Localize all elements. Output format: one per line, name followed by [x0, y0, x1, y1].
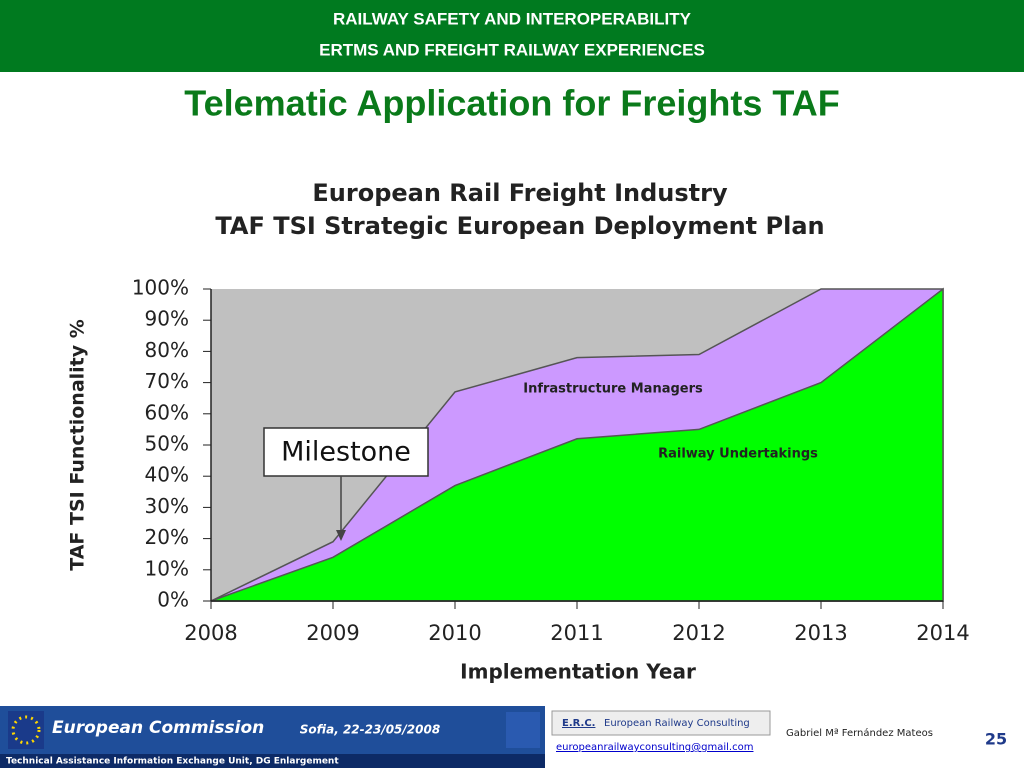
- x-tick-label: 2010: [428, 621, 481, 645]
- y-axis-label: TAF TSI Functionality %: [67, 319, 89, 571]
- y-tick-label: 30%: [145, 494, 189, 518]
- y-tick-label: 60%: [145, 400, 189, 424]
- series-label: Railway Undertakings: [658, 447, 818, 462]
- slide-title: Telematic Application for Freights TAF: [184, 83, 839, 124]
- erc-box: [551, 710, 771, 736]
- x-tick-label: 2012: [672, 621, 725, 645]
- y-tick-label: 0%: [157, 588, 189, 612]
- header-line: ERTMS AND FREIGHT RAILWAY EXPERIENCES: [319, 40, 705, 59]
- annotation-box: [263, 427, 429, 477]
- eu-stars: [11, 715, 41, 745]
- x-axis-label: Implementation Year: [460, 660, 696, 684]
- author: Gabriel Mª Fernández Mateos: [786, 727, 933, 739]
- header-line: RAILWAY SAFETY AND INTEROPERABILITY: [333, 9, 692, 28]
- header-bar: [0, 0, 1024, 72]
- x-tick-label: 2011: [550, 621, 603, 645]
- y-tick-label: 40%: [145, 463, 189, 487]
- y-tick-label: 50%: [145, 432, 189, 456]
- y-tick-label: 20%: [145, 525, 189, 549]
- commission-bar: [0, 706, 545, 754]
- plot: 0% 10% 20% 30% 40% 50% 60% 70% 80% 90% 100% 2008 200…: [132, 276, 970, 646]
- unit-label: Technical Assistance Information Exchang…: [6, 757, 339, 767]
- chart-title: TAF TSI Strategic European Deployment Pl…: [215, 212, 824, 240]
- y-tick-label: 70%: [145, 369, 189, 393]
- series-label: Infrastructure Managers: [523, 382, 703, 397]
- y-tick-label: 90%: [145, 307, 189, 331]
- y-tick-label: 10%: [145, 556, 189, 580]
- y-tick-label: 100%: [132, 276, 189, 300]
- erc-abbrev: E.R.C.: [562, 718, 595, 729]
- chart-title: European Rail Freight Industry: [312, 179, 728, 207]
- annotation-arrowhead: [336, 530, 346, 541]
- annotation-text: Milestone: [281, 437, 411, 468]
- email-link[interactable]: europeanrailwayconsulting@gmail.com: [556, 742, 753, 753]
- x-tick-label: 2009: [306, 621, 359, 645]
- place-date: Sofia, 22-23/05/2008: [300, 723, 440, 737]
- unit-bar: [0, 754, 545, 768]
- x-tick-label: 2008: [184, 621, 237, 645]
- x-tick-label: 2014: [916, 621, 969, 645]
- x-tick-label: 2013: [794, 621, 847, 645]
- y-tick-label: 80%: [145, 338, 189, 362]
- area: [210, 287, 944, 602]
- commission-label: European Commission: [52, 718, 264, 738]
- page-number: 25: [985, 730, 1007, 749]
- erc-name: European Railway Consulting: [604, 718, 750, 729]
- erc-logo: [506, 712, 540, 748]
